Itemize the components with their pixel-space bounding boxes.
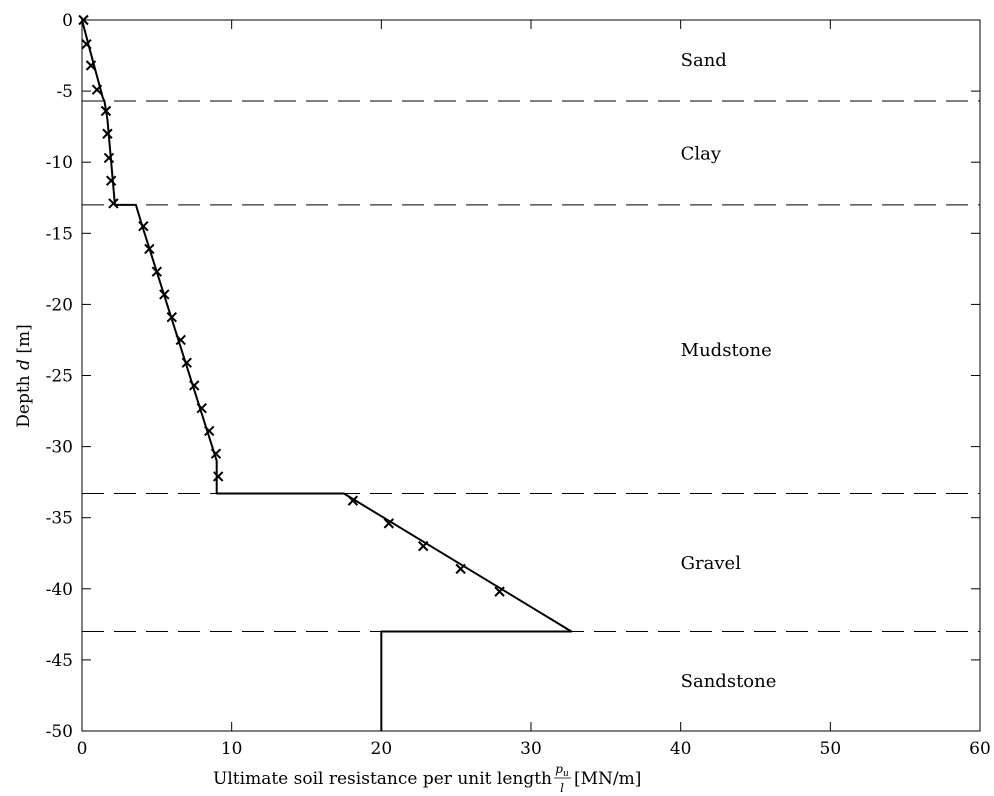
x-axis-label-prefix: Ultimate soil resistance per unit length <box>213 769 552 789</box>
x-axis-label-frac-num: pu <box>555 762 569 779</box>
data-point-6 <box>103 152 115 164</box>
data-point-3 <box>91 84 103 95</box>
x-axis-label-frac-den: l <box>560 781 564 795</box>
series-line-0 <box>81 19 573 731</box>
x-tick-label: 40 <box>670 739 692 759</box>
x-tick-label: 20 <box>371 739 393 759</box>
y-tick-label: -50 <box>46 722 73 742</box>
data-point-14 <box>175 334 186 346</box>
ticks-layer: 0 10 20 30 40 50 60 0 -5 -10 -15 -20 -25 -30 -35 -40 -45… <box>46 11 991 759</box>
data-point-19 <box>210 448 222 459</box>
x-axis-label-suffix: [MN/m] <box>574 769 641 789</box>
y-axis-label: Depth d [m] <box>14 324 34 427</box>
data-point-25 <box>494 586 505 597</box>
data-point-13 <box>166 311 178 323</box>
data-point-21 <box>347 495 359 506</box>
layer-boundaries <box>82 100 980 632</box>
y-tick-label: -5 <box>56 82 73 102</box>
data-point-7 <box>105 175 117 186</box>
data-point-20 <box>212 471 224 482</box>
x-tick-label: 50 <box>820 739 842 759</box>
data-point-8 <box>108 198 119 209</box>
data-point-2 <box>85 60 97 71</box>
data-point-11 <box>151 266 163 277</box>
plot-frame <box>81 19 981 732</box>
y-tick-label: -15 <box>46 224 73 244</box>
data-point-18 <box>204 425 215 437</box>
y-tick-label: -35 <box>46 509 73 529</box>
y-tick-label: 0 <box>62 11 73 31</box>
data-point-4 <box>100 105 112 117</box>
data-point-15 <box>181 357 192 368</box>
y-tick-label: -20 <box>46 295 73 315</box>
data-point-10 <box>144 243 155 255</box>
data-point-9 <box>138 220 149 232</box>
x-tick-label: 10 <box>221 739 243 759</box>
data-point-22 <box>383 518 395 529</box>
y-tick-label: -40 <box>46 580 73 600</box>
data-point-12 <box>159 289 170 300</box>
y-tick-label: -45 <box>46 651 73 671</box>
x-axis-label: Ultimate soil resistance per unit length… <box>213 762 641 795</box>
data-point-1 <box>81 38 92 50</box>
y-axis-label-var: d <box>14 359 34 370</box>
markers-layer <box>78 14 505 597</box>
layer-label-gravel: Gravel <box>681 553 742 574</box>
y-tick-label: -25 <box>46 367 73 387</box>
y-tick-label: -30 <box>46 438 73 458</box>
data-point-23 <box>418 540 429 552</box>
data-point-5 <box>102 128 113 139</box>
layer-label-mudstone: Mudstone <box>681 340 772 361</box>
layer-label-clay: Clay <box>681 144 722 165</box>
y-axis-label-suffix: [m] <box>14 324 34 359</box>
annotations-layer: Sand Clay Mudstone Gravel Sandstone <box>681 50 777 692</box>
data-point-16 <box>189 380 200 391</box>
x-tick-label: 30 <box>520 739 542 759</box>
y-tick-label: -10 <box>46 153 73 173</box>
x-tick-label: 0 <box>77 739 88 759</box>
data-point-24 <box>455 563 466 575</box>
x-axis-label-frac-num-p: p <box>555 762 563 776</box>
x-tick-label: 60 <box>969 739 991 759</box>
series-layer <box>81 19 573 731</box>
y-axis-label-prefix: Depth <box>14 370 34 428</box>
x-axis-label-frac-num-sub: u <box>563 769 569 779</box>
layer-label-sandstone: Sandstone <box>681 671 777 692</box>
data-point-17 <box>196 402 207 414</box>
layer-label-sand: Sand <box>681 50 727 71</box>
